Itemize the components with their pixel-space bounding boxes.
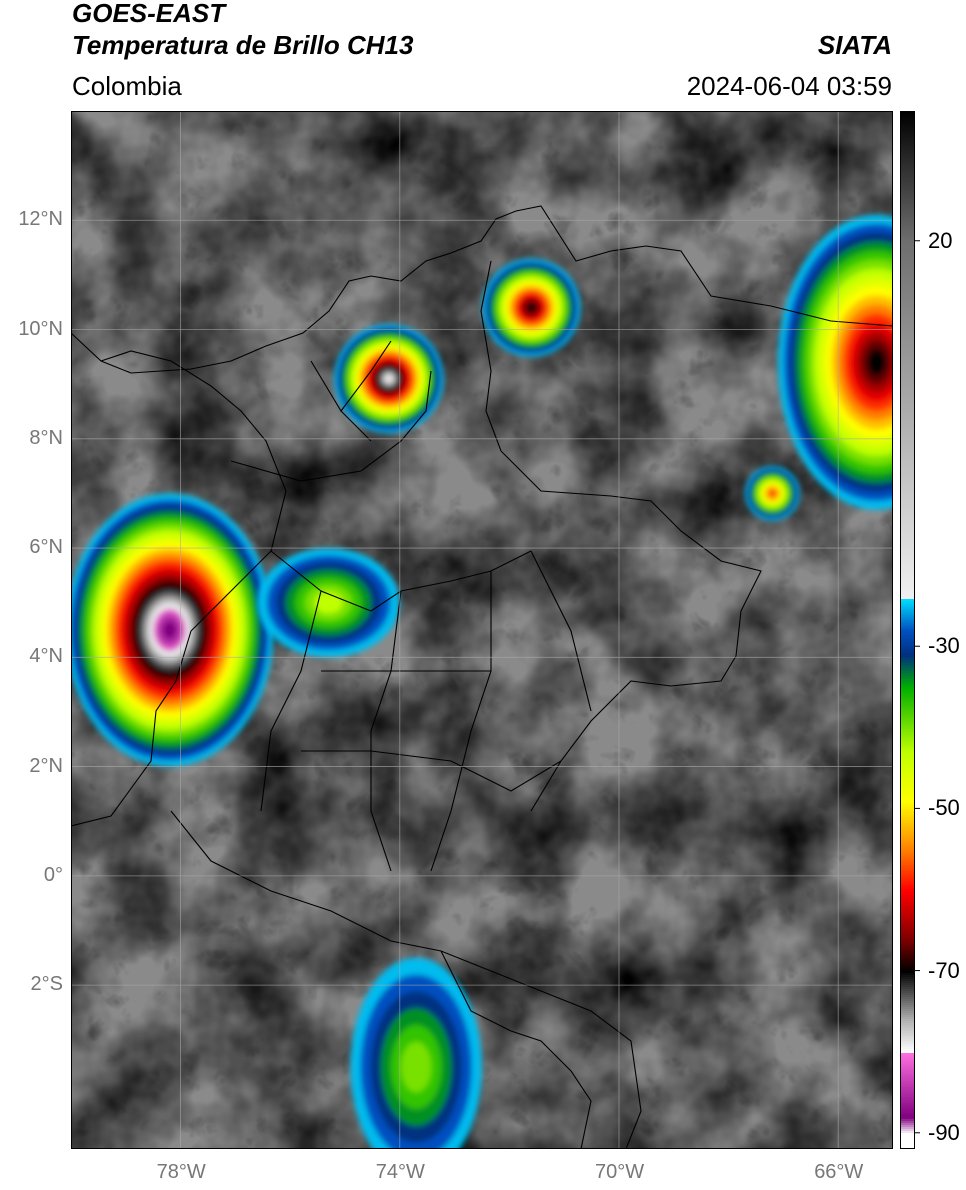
lat-tick-label: 2°N: [29, 754, 63, 777]
satellite-map: [71, 111, 893, 1149]
convective-cluster: [257, 548, 400, 658]
lon-tick-label: 74°W: [375, 1161, 425, 1183]
colorbar-frame: [900, 111, 915, 1149]
convective-clusters: [71, 214, 893, 1149]
colorbar-tick-label: -70: [928, 957, 960, 983]
colorbar-fill: [900, 111, 915, 1149]
timestamp: 2024-06-04 03:59: [686, 71, 892, 101]
coastline-pacific: [71, 350, 287, 827]
convective-cluster: [745, 466, 800, 521]
product-title: GOES-EAST: [72, 0, 226, 28]
map-frame: [71, 111, 893, 1149]
convective-cluster: [777, 214, 893, 510]
convective-cluster: [482, 258, 581, 357]
colorbar-tick-label: 20: [928, 227, 953, 253]
convective-cluster: [334, 324, 444, 434]
colorbar-tick-label: -90: [928, 1119, 960, 1145]
product-subtitle: Temperatura de Brillo CH13: [72, 30, 414, 60]
lat-tick-label: 8°N: [29, 426, 63, 449]
coastline-caribbean: [71, 205, 893, 374]
border-colombia-south: [170, 810, 642, 1149]
border-peru-brazil: [440, 950, 592, 1149]
convective-cluster: [350, 957, 482, 1149]
colorbar: [900, 111, 920, 1149]
source-label: SIATA: [817, 30, 892, 60]
lat-tick-label: 10°N: [18, 317, 63, 340]
lon-tick-label: 70°W: [595, 1161, 645, 1183]
lat-tick-label: 0°: [43, 863, 63, 886]
lon-tick-label: 66°W: [814, 1161, 864, 1183]
border-colombia-venezuela: [480, 260, 762, 812]
colorbar-ticks: [915, 240, 920, 1134]
colorbar-tick-label: -30: [928, 633, 960, 659]
lat-tick-label: 6°N: [29, 536, 63, 559]
region-label: Colombia: [72, 71, 182, 101]
colorbar-tick-label: -50: [928, 795, 960, 821]
internal-borders: [230, 340, 592, 872]
graticule: [71, 111, 893, 1149]
boundaries: [71, 205, 893, 1149]
lon-tick-label: 78°W: [156, 1161, 206, 1183]
lat-tick-label: 2°S: [30, 973, 63, 996]
lat-tick-label: 12°N: [18, 208, 63, 231]
convective-cluster: [71, 493, 274, 767]
lat-tick-label: 4°N: [29, 645, 63, 668]
